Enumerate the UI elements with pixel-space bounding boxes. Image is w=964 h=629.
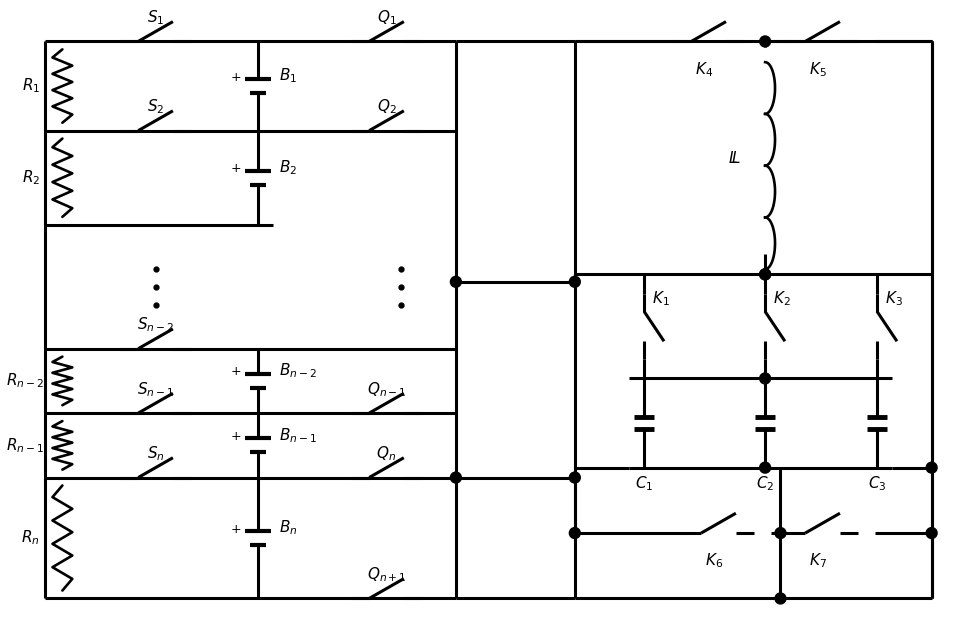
Circle shape: [760, 373, 770, 384]
Text: $K_6$: $K_6$: [705, 552, 723, 570]
Text: +: +: [230, 70, 241, 84]
Text: +: +: [230, 430, 241, 443]
Text: $B_n$: $B_n$: [280, 519, 298, 537]
Text: $K_2$: $K_2$: [773, 289, 790, 308]
Text: +: +: [230, 162, 241, 175]
Text: $K_4$: $K_4$: [695, 60, 712, 79]
Circle shape: [450, 472, 462, 483]
Text: $B_1$: $B_1$: [280, 67, 298, 86]
Text: +: +: [230, 365, 241, 379]
Text: $B_2$: $B_2$: [280, 159, 298, 177]
Text: $K_5$: $K_5$: [809, 60, 826, 79]
Text: $B_{n-2}$: $B_{n-2}$: [280, 362, 317, 381]
Text: $C_2$: $C_2$: [756, 474, 774, 493]
Text: $K_3$: $K_3$: [885, 289, 903, 308]
Text: $Q_2$: $Q_2$: [377, 97, 396, 116]
Circle shape: [760, 36, 770, 47]
Circle shape: [760, 269, 770, 280]
Circle shape: [775, 593, 786, 604]
Text: $S_n$: $S_n$: [147, 445, 165, 463]
Text: $K_7$: $K_7$: [0, 628, 1, 629]
Circle shape: [775, 528, 786, 538]
Text: $K_1$: $K_1$: [652, 289, 670, 308]
Text: $K_5$: $K_5$: [0, 628, 1, 629]
Text: $R_n$: $R_n$: [21, 528, 40, 547]
Circle shape: [570, 472, 580, 483]
Text: $S_1$: $S_1$: [147, 8, 164, 27]
Text: $L$: $L$: [731, 150, 740, 166]
Text: $Q_n$: $Q_n$: [377, 445, 396, 463]
Text: $L$: $L$: [728, 150, 737, 166]
Text: $S_{n-1}$: $S_{n-1}$: [137, 380, 174, 399]
Circle shape: [926, 462, 937, 473]
Text: $Q_{n-1}$: $Q_{n-1}$: [366, 380, 406, 399]
Text: $Q_{n+1}$: $Q_{n+1}$: [366, 565, 406, 584]
Text: $R_{n-2}$: $R_{n-2}$: [6, 372, 43, 390]
Text: +: +: [230, 523, 241, 535]
Circle shape: [570, 528, 580, 538]
Text: $K_6$: $K_6$: [0, 628, 1, 629]
Text: $B_{n-1}$: $B_{n-1}$: [280, 426, 317, 445]
Circle shape: [570, 276, 580, 287]
Text: $C_3$: $C_3$: [868, 474, 886, 493]
Text: $R_{n-1}$: $R_{n-1}$: [6, 436, 43, 455]
Text: $C_1$: $C_1$: [635, 474, 654, 493]
Text: $R_2$: $R_2$: [21, 169, 40, 187]
Text: $K_7$: $K_7$: [809, 552, 826, 570]
Circle shape: [926, 528, 937, 538]
Circle shape: [450, 276, 462, 287]
Text: $S_2$: $S_2$: [147, 97, 164, 116]
Circle shape: [760, 462, 770, 473]
Text: $Q_1$: $Q_1$: [377, 8, 396, 27]
Circle shape: [760, 269, 770, 280]
Text: $S_{n-2}$: $S_{n-2}$: [137, 316, 174, 334]
Text: $R_1$: $R_1$: [21, 77, 40, 96]
Text: $K_4$: $K_4$: [0, 628, 1, 629]
